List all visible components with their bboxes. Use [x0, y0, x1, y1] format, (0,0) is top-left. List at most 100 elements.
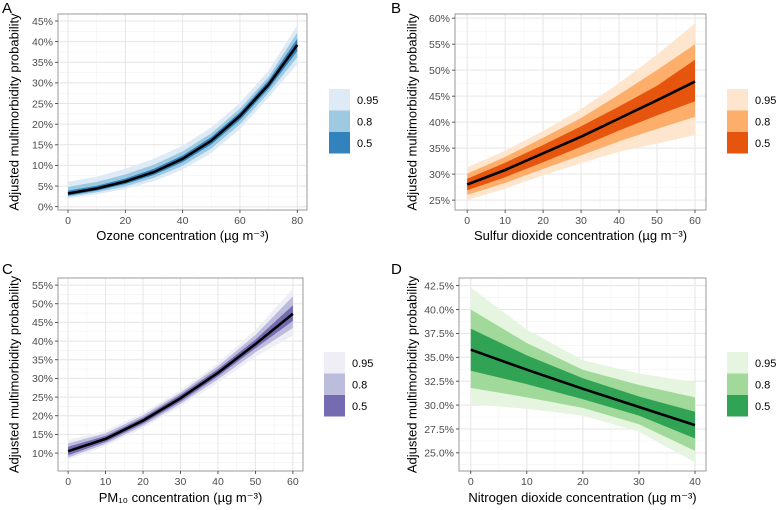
legend-swatch-0.95: [727, 89, 748, 111]
y-tick-label: 30%: [429, 169, 450, 181]
legend-label: 0.95: [352, 358, 373, 370]
x-tick-label: 30: [633, 476, 645, 488]
legend-swatch-0.8: [329, 110, 350, 132]
y-tick-label: 30%: [32, 78, 53, 90]
y-tick-label: 30%: [32, 373, 53, 385]
y-tick-label: 15%: [32, 429, 53, 441]
y-tick-label: 60%: [429, 13, 450, 25]
x-tick-label: 60: [689, 215, 701, 227]
x-tick-label: 0: [468, 476, 474, 488]
x-tick-label: 30: [575, 215, 587, 227]
x-tick-label: 20: [537, 215, 549, 227]
y-tick-label: 10%: [32, 160, 53, 172]
y-axis-title: Adjusted multimorbidity probability: [7, 13, 22, 211]
legend-label: 0.5: [357, 138, 372, 150]
plot-border: [454, 13, 707, 211]
legend-swatch-0.95: [324, 352, 345, 374]
x-tick-label: 60: [287, 476, 299, 488]
legend-label: 0.8: [357, 117, 372, 129]
x-tick-label: 30: [175, 476, 187, 488]
legend-label: 0.95: [357, 95, 378, 107]
y-tick-label: 35%: [32, 57, 53, 69]
y-tick-label: 45%: [32, 317, 53, 329]
panel-letter: B: [391, 0, 401, 17]
y-axis-title: Adjusted multimorbidity probability: [405, 275, 420, 473]
x-tick-label: 80: [291, 215, 303, 227]
legend: 0.95 0.8 0.5: [727, 352, 776, 417]
x-axis-title: PM₁₀ concentration (µg m⁻³): [99, 490, 263, 505]
legend-swatch-0.95: [727, 352, 748, 374]
legend-swatch-0.8: [324, 373, 345, 395]
x-tick-label: 10: [521, 476, 533, 488]
median-line: [67, 312, 294, 453]
panel-D: 25.0% 27.5% 30.0% 32.5% 35.0% 37.5% 40.0% 42.5%…: [391, 261, 776, 505]
legend-swatch-0.8: [727, 373, 748, 395]
x-tick-label: 60: [234, 215, 246, 227]
legend: 0.95 0.8 0.5: [324, 352, 373, 417]
legend-swatch-0.5: [727, 132, 748, 154]
y-tick-label: 55%: [32, 280, 53, 292]
legend-label: 0.95: [755, 95, 776, 107]
y-tick-label: 10%: [32, 448, 53, 460]
panel-letter: C: [2, 261, 13, 278]
y-tick-label: 35.0%: [424, 352, 454, 364]
legend-label: 0.5: [755, 138, 770, 150]
y-tick-label: 35%: [32, 355, 53, 367]
y-tick-label: 40%: [32, 336, 53, 348]
y-tick-label: 30.0%: [424, 400, 454, 412]
y-tick-label: 15%: [32, 140, 53, 152]
x-tick-label: 40: [689, 476, 701, 488]
x-tick-label: 20: [137, 476, 149, 488]
legend-label: 0.5: [755, 401, 770, 413]
y-tick-label: 25%: [32, 392, 53, 404]
y-tick-label: 40.0%: [424, 304, 454, 316]
x-axis-title: Sulfur dioxide concentration (µg m⁻³): [474, 228, 687, 243]
y-tick-label: 20%: [32, 119, 53, 131]
y-tick-label: 37.5%: [424, 328, 454, 340]
median-line: [466, 80, 696, 186]
y-tick-label: 27.5%: [424, 424, 454, 436]
interval-band-0.5: [68, 305, 293, 456]
panel-A: 0% 5% 10% 15% 20% 25% 30% 35% 40% 45% 0 20 40 60 80 Ozo…: [2, 0, 378, 243]
interval-band-0.8: [68, 32, 298, 197]
y-tick-label: 5%: [38, 181, 53, 193]
x-tick-label: 50: [250, 476, 262, 488]
x-tick-label: 40: [177, 215, 189, 227]
panel-letter: A: [2, 0, 12, 17]
y-tick-label: 40%: [32, 36, 53, 48]
y-axis-title: Adjusted multimorbidity probability: [7, 275, 22, 473]
legend-swatch-0.95: [329, 89, 350, 111]
x-tick-label: 20: [577, 476, 589, 488]
y-tick-label: 45%: [32, 16, 53, 28]
median-line: [470, 348, 696, 427]
y-tick-label: 50%: [32, 299, 53, 311]
legend-swatch-0.5: [727, 395, 748, 417]
legend-swatch-0.5: [324, 395, 345, 417]
panel-letter: D: [391, 261, 402, 278]
x-tick-label: 0: [65, 215, 71, 227]
x-tick-label: 40: [613, 215, 625, 227]
legend-label: 0.95: [755, 358, 776, 370]
y-tick-label: 32.5%: [424, 376, 454, 388]
x-tick-label: 0: [65, 476, 71, 488]
x-axis-title: Nitrogen dioxide concentration (µg m⁻³): [468, 490, 696, 505]
legend-swatch-0.8: [727, 110, 748, 132]
x-tick-label: 50: [651, 215, 663, 227]
y-axis-title: Adjusted multimorbidity probability: [405, 13, 420, 211]
legend: 0.95 0.8 0.5: [329, 89, 378, 154]
legend-label: 0.8: [755, 380, 770, 392]
interval-band-0.5: [467, 59, 695, 191]
y-tick-label: 0%: [38, 201, 53, 213]
y-tick-label: 20%: [32, 411, 53, 423]
x-tick-label: 20: [119, 215, 131, 227]
y-tick-label: 45%: [429, 91, 450, 103]
legend-swatch-0.5: [329, 132, 350, 154]
y-tick-label: 25%: [429, 195, 450, 207]
legend-label: 0.8: [352, 380, 367, 392]
legend-label: 0.5: [352, 401, 367, 413]
panel-C: 10% 15% 20% 25% 30% 35% 40% 45% 50% 55% 0 10 20 30 40 5…: [2, 261, 373, 505]
y-tick-label: 40%: [429, 117, 450, 129]
legend-label: 0.8: [755, 117, 770, 129]
y-tick-label: 25.0%: [424, 448, 454, 460]
